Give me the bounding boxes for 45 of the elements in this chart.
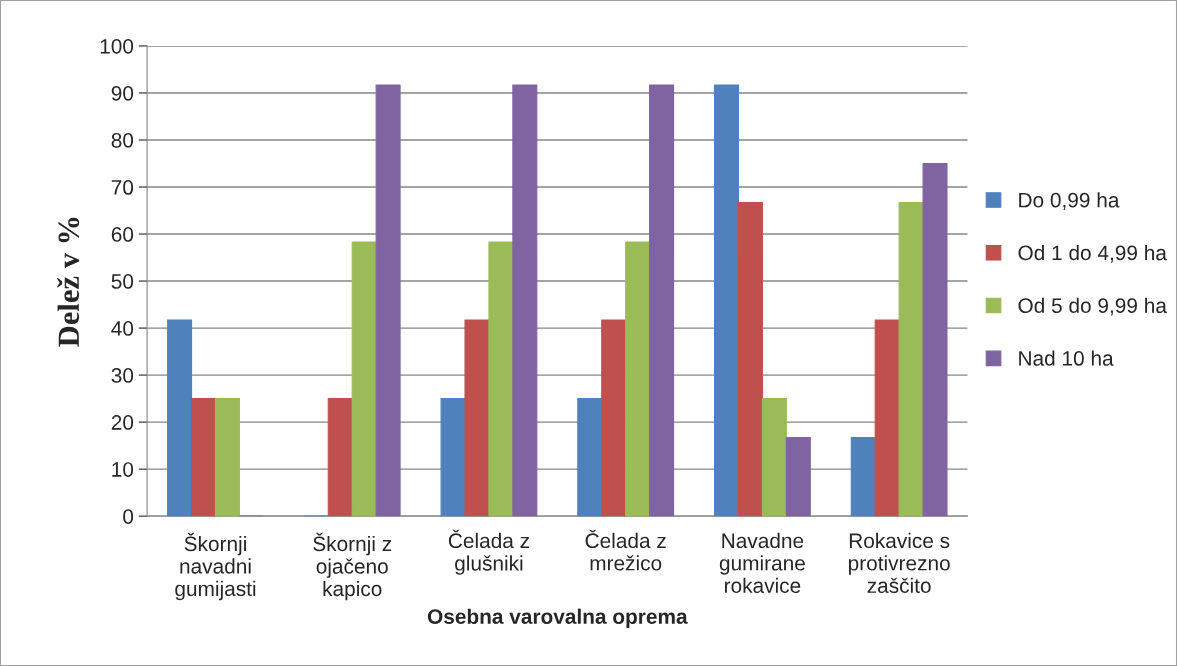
bar	[191, 398, 217, 517]
bar	[488, 241, 514, 517]
y-tick-label: 50	[111, 274, 134, 289]
x-tick-label: Škornji navadni gumijasti	[175, 532, 256, 601]
y-tick-label: 80	[111, 132, 134, 148]
bar	[214, 398, 240, 517]
legend-label: Od 1 do 4,99 ha	[1018, 244, 1167, 263]
x-axis-title: Osebna varovalna oprema	[427, 608, 688, 629]
y-tick-label: 90	[111, 85, 134, 101]
bar	[601, 319, 627, 517]
y-tick-label: 30	[111, 368, 134, 383]
y-tick-label: 0	[123, 509, 134, 524]
bar	[737, 201, 763, 517]
y-tick-label: 10	[112, 462, 134, 477]
bar	[850, 437, 876, 517]
y-axis-title: Delež v %	[57, 217, 80, 347]
y-tick-label: 60	[111, 227, 134, 242]
bar	[713, 84, 740, 517]
x-tick-label: Čelada z mrežico	[585, 529, 666, 571]
x-tick-label: Čelada z glušniki	[448, 529, 530, 575]
bar	[898, 201, 924, 517]
bar	[167, 319, 193, 517]
x-tick-label: Rokavice s protivrezno zaščito	[848, 532, 950, 593]
bar	[577, 398, 603, 517]
legend-label: Nad 10 ha	[1019, 350, 1114, 366]
legend-label: Od 5 do 9,99 ha	[1018, 297, 1167, 316]
bar	[440, 398, 466, 517]
bar	[351, 241, 377, 517]
bar	[625, 241, 651, 517]
bar	[464, 319, 490, 517]
y-tick-label: 20	[111, 415, 134, 430]
bar	[375, 84, 401, 517]
bar	[327, 398, 353, 517]
y-tick-label: 70	[111, 180, 134, 195]
bar	[512, 84, 538, 517]
legend-label: Do 0,99 ha	[1019, 192, 1120, 210]
x-tick-label: Škornji z ojačeno kapico	[313, 532, 392, 601]
y-tick-label: 100	[100, 38, 134, 54]
bar	[761, 398, 787, 517]
bar	[649, 84, 675, 517]
x-tick-label: Navadne gumirane rokavice	[719, 532, 805, 593]
bar	[922, 162, 948, 517]
bar	[874, 319, 900, 517]
bar	[785, 437, 811, 517]
y-tick-label: 40	[111, 321, 134, 336]
